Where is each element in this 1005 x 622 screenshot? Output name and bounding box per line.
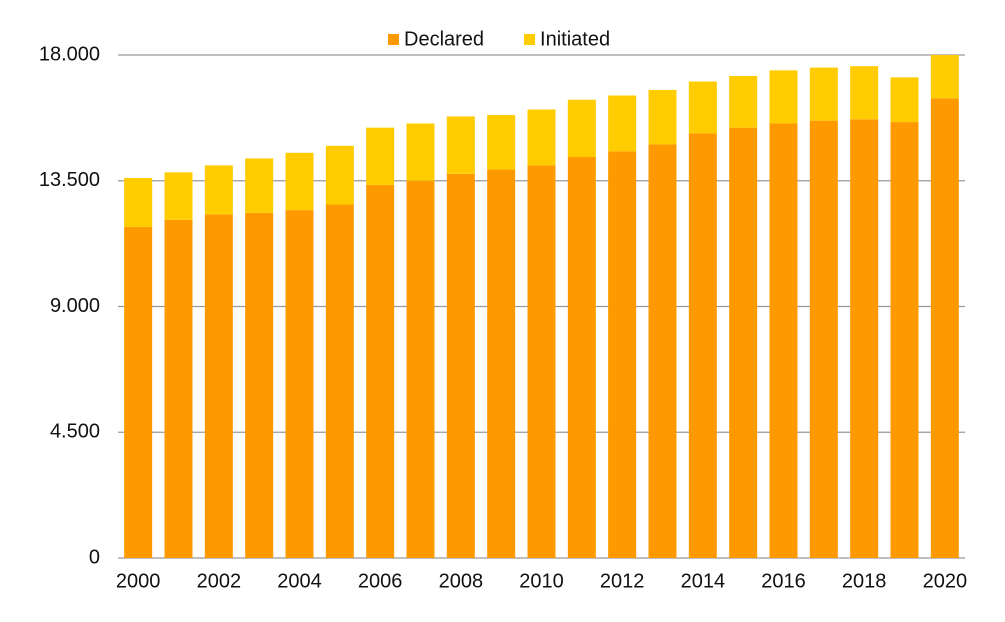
bar-segment bbox=[285, 152, 314, 211]
bar-segment bbox=[769, 123, 798, 558]
x-tick-label: 2000 bbox=[116, 570, 161, 592]
bar-segment bbox=[446, 173, 475, 558]
bar-segment bbox=[850, 66, 879, 120]
bar-segment bbox=[729, 127, 758, 559]
bar-segment bbox=[809, 67, 838, 121]
bar-segment bbox=[366, 127, 395, 185]
bar-segment bbox=[164, 172, 193, 220]
bar-segment bbox=[285, 210, 314, 558]
bar-segment bbox=[487, 169, 516, 559]
bar-segment bbox=[204, 214, 233, 559]
x-tick-label: 2010 bbox=[519, 570, 564, 592]
y-tick-label: 18.000 bbox=[39, 43, 100, 65]
x-tick-label: 2016 bbox=[761, 570, 806, 592]
x-tick-label: 2014 bbox=[681, 570, 726, 592]
bar-segment bbox=[446, 116, 475, 174]
bar-segment bbox=[930, 55, 959, 99]
y-tick-label: 9.000 bbox=[50, 295, 100, 317]
bar-segment bbox=[930, 98, 959, 558]
bar-segment bbox=[890, 122, 919, 559]
bar-segment bbox=[567, 99, 596, 157]
bar-segment bbox=[527, 165, 556, 558]
bar-segment bbox=[204, 165, 233, 215]
bar-segment bbox=[850, 119, 879, 559]
x-tick-label: 2020 bbox=[923, 570, 968, 592]
legend-label: Initiated bbox=[540, 28, 610, 50]
legend-label: Declared bbox=[404, 28, 484, 50]
x-tick-label: 2004 bbox=[277, 570, 322, 592]
x-tick-label: 2018 bbox=[842, 570, 887, 592]
bar-segment bbox=[164, 219, 193, 558]
legend-swatch bbox=[388, 34, 399, 45]
y-tick-label: 0 bbox=[89, 546, 100, 568]
bar-segment bbox=[406, 123, 435, 181]
bar-segment bbox=[567, 156, 596, 558]
bar-segment bbox=[325, 145, 354, 205]
x-tick-label: 2006 bbox=[358, 570, 403, 592]
bar-segment bbox=[406, 180, 435, 558]
bar-segment bbox=[366, 184, 395, 559]
x-tick-label: 2002 bbox=[197, 570, 242, 592]
bar-segment bbox=[890, 77, 919, 123]
x-tick-label: 2008 bbox=[439, 570, 484, 592]
bar-segment bbox=[608, 151, 637, 559]
legend-swatch bbox=[524, 34, 536, 45]
bar-segment bbox=[809, 120, 838, 559]
bar-segment bbox=[124, 226, 153, 558]
bar-segment bbox=[688, 81, 717, 134]
bar-segment bbox=[729, 75, 758, 128]
y-tick-label: 4.500 bbox=[50, 421, 100, 443]
bar-segment bbox=[325, 204, 354, 558]
bar-segment bbox=[245, 158, 274, 213]
bar-segment bbox=[688, 133, 717, 558]
bar-segment bbox=[124, 177, 153, 227]
bar-segment bbox=[527, 109, 556, 166]
y-tick-label: 13.500 bbox=[39, 169, 100, 191]
bar-segment bbox=[769, 70, 798, 124]
bar-segment bbox=[648, 89, 677, 145]
x-tick-label: 2012 bbox=[600, 570, 645, 592]
bar-segment bbox=[245, 212, 274, 558]
bar-segment bbox=[648, 144, 677, 558]
bar-segment bbox=[487, 115, 516, 170]
bar-segment bbox=[608, 95, 637, 152]
